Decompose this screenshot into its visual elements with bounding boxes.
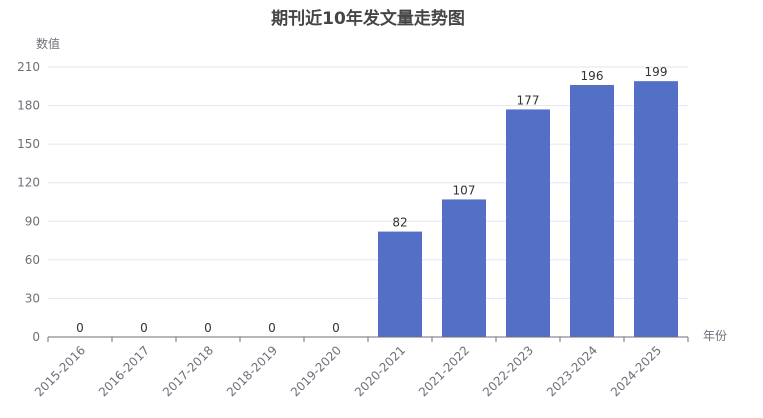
bars [378,81,678,338]
chart-title: 期刊近10年发文量走势图 [271,8,465,29]
x-tick-label: 2021-2022 [416,343,472,399]
bar-value-label: 0 [332,321,340,335]
y-tick-label: 30 [25,291,40,305]
x-tick-label: 2018-2019 [224,343,280,399]
gridlines [48,66,688,299]
bar-value-label: 0 [204,321,212,335]
x-tick-label: 2019-2020 [288,343,344,399]
x-axis-title: 年份 [703,329,727,343]
x-tick-label: 2023-2024 [544,343,600,399]
x-tick-label: 2016-2017 [96,343,152,399]
x-tick-label: 2017-2018 [160,343,216,399]
y-tick-label: 180 [17,99,40,113]
bar-value-label: 82 [392,216,407,230]
bar [570,85,614,337]
y-tick-label: 210 [17,60,40,74]
bar [442,199,486,337]
x-tick-label: 2022-2023 [480,343,536,399]
x-axis: 2015-2016 2016-2017 2017-2018 2018-2019 2019… [32,336,689,399]
y-axis-title: 数值 [36,36,60,51]
bar [634,81,678,338]
bar-value-label: 0 [76,321,84,335]
bar-value-label: 177 [517,93,540,107]
bar-value-label: 0 [140,321,148,335]
y-tick-label: 60 [25,253,40,267]
y-axis-ticks: 0 30 60 90 120 150 180 210 [17,60,40,344]
y-tick-label: 150 [17,137,40,151]
bar [506,109,550,337]
bar-value-label: 196 [581,69,604,83]
y-tick-label: 0 [32,330,40,344]
y-tick-label: 120 [17,176,40,190]
data-labels: 0 0 0 0 0 82 107 177 196 199 [76,65,667,335]
bar-value-label: 0 [268,321,276,335]
bar-value-label: 199 [645,65,668,79]
bar-value-label: 107 [453,183,476,197]
y-tick-label: 90 [25,214,40,228]
x-tick-label: 2020-2021 [352,343,408,399]
x-tick-label: 2015-2016 [32,343,88,399]
bar [378,231,422,337]
x-tick-label: 2024-2025 [608,343,664,399]
